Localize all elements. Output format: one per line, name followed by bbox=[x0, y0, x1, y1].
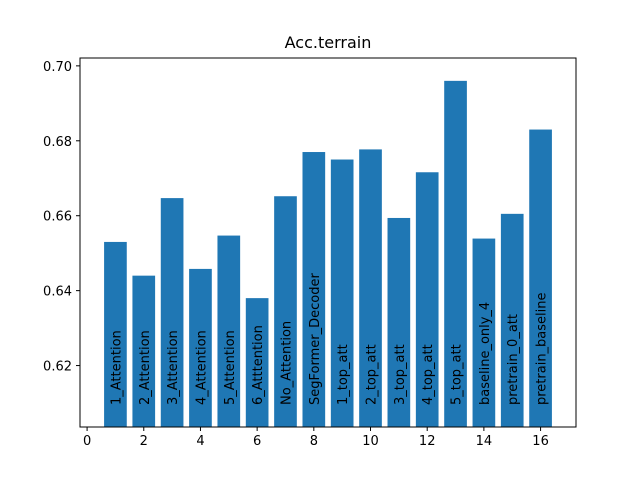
bar-label-14: baseline_only_4 bbox=[478, 302, 493, 405]
bar-label-4: 4_Attention bbox=[194, 330, 209, 405]
x-tick-label: 12 bbox=[419, 434, 436, 449]
bar-3 bbox=[160, 198, 184, 427]
y-tick-label: 0.64 bbox=[43, 285, 72, 300]
chart-title: Acc.terrain bbox=[285, 33, 372, 52]
y-tick-label: 0.66 bbox=[43, 210, 72, 225]
x-tick-label: 16 bbox=[532, 434, 549, 449]
bar-8 bbox=[302, 152, 326, 428]
bar-15 bbox=[500, 213, 524, 427]
bar-labels-group: 1_Attention 2_Attention 3_Attention 4_Atten… bbox=[109, 273, 549, 405]
bar-label-6: 6_Atttention bbox=[251, 325, 266, 405]
y-tick-label: 0.62 bbox=[43, 360, 72, 375]
bar-label-10: 2_top_att bbox=[365, 344, 380, 405]
bar-label-2: 2_Attention bbox=[138, 330, 153, 405]
bar-14 bbox=[472, 238, 496, 427]
bar-label-15: pretrain_0_att bbox=[506, 314, 521, 405]
bar-13 bbox=[444, 80, 467, 427]
bar-4 bbox=[189, 268, 212, 427]
bar-label-9: 1_top_att bbox=[336, 344, 351, 405]
bar-12 bbox=[415, 172, 439, 427]
bar-label-1: 1_Attention bbox=[109, 330, 124, 405]
x-tick-label: 14 bbox=[476, 434, 493, 449]
bar-label-13: 5_top_att bbox=[450, 344, 465, 405]
bar-label-3: 3_Attention bbox=[166, 330, 181, 405]
bar-10 bbox=[359, 149, 382, 427]
bar-label-12: 4_top_att bbox=[421, 344, 436, 405]
x-tick-label: 6 bbox=[253, 434, 261, 449]
x-tick-label: 8 bbox=[310, 434, 318, 449]
bar-11 bbox=[387, 217, 411, 427]
x-axis: 0 2 4 6 8 10 12 14 16 bbox=[83, 427, 549, 449]
x-tick-label: 4 bbox=[196, 434, 204, 449]
bar-label-11: 3_top_att bbox=[393, 344, 408, 405]
x-tick-label: 0 bbox=[83, 434, 91, 449]
y-tick-label: 0.68 bbox=[43, 135, 72, 150]
bar-5 bbox=[217, 235, 241, 427]
bar-2 bbox=[132, 275, 156, 427]
bars-group bbox=[104, 80, 552, 428]
x-tick-label: 2 bbox=[140, 434, 148, 449]
bar-7 bbox=[274, 196, 297, 427]
y-axis: 0.62 0.64 0.66 0.68 0.70 bbox=[43, 60, 80, 375]
bar-16 bbox=[529, 129, 552, 427]
bar-9 bbox=[330, 159, 354, 427]
y-tick-label: 0.70 bbox=[43, 60, 72, 75]
plot-frame bbox=[79, 57, 577, 428]
bar-label-16: pretrain_baseline bbox=[535, 292, 550, 405]
bar-1 bbox=[104, 241, 127, 427]
bar-6 bbox=[245, 298, 269, 427]
bar-label-8: SegFormer_Decoder bbox=[308, 273, 323, 405]
bar-label-5: 5_Attention bbox=[223, 330, 238, 405]
bar-label-7: No_Attention bbox=[279, 321, 294, 405]
x-tick-label: 10 bbox=[362, 434, 379, 449]
